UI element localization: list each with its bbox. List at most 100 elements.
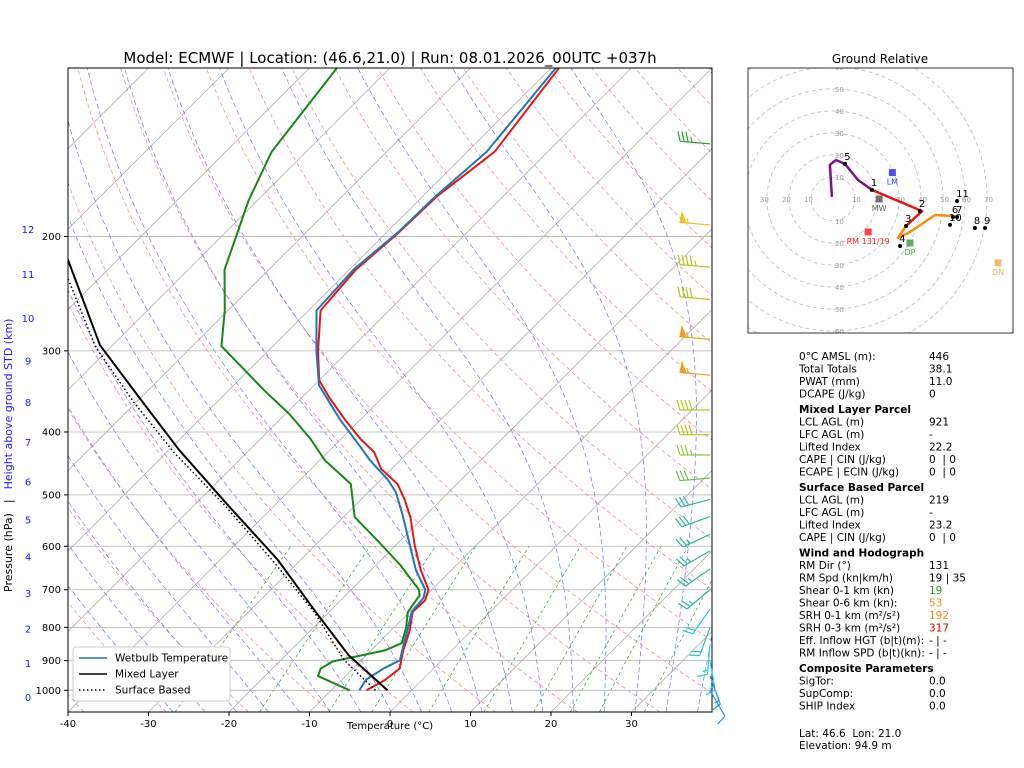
- chart-title: Model: ECMWF | Location: (46.6,21.0) | R…: [123, 49, 656, 68]
- hodograph-point-label: 11: [956, 189, 969, 200]
- dry-adiabat: [377, 68, 712, 441]
- parameter-value: 53: [929, 598, 942, 610]
- hodograph-line: [828, 158, 873, 198]
- hodograph-point-label: 3: [905, 214, 911, 225]
- parameter-value: 19 | 35: [929, 573, 966, 585]
- y-tick-label: 400: [42, 427, 61, 438]
- parameter-label: LCL AGL (m): [799, 417, 864, 429]
- parameter-label: 0°C AMSL (m):: [799, 351, 876, 363]
- wind-barb: [689, 627, 711, 657]
- wind-barb: [679, 210, 711, 226]
- section-heading: Mixed Layer Parcel: [799, 404, 911, 416]
- y2-axis-label: Height above ground STD (km): [2, 319, 15, 490]
- dry-adiabat: [68, 408, 331, 712]
- moist-adiabat: [570, 68, 697, 712]
- isotherm: [228, 228, 712, 712]
- wind-barb: [677, 589, 711, 610]
- height-tick-label: 9: [25, 357, 31, 368]
- hodograph: 1010101020202020303030304040404050505050…: [716, 68, 1004, 336]
- moist-adiabat: [697, 68, 712, 712]
- parameter-label: RM Dir (°): [799, 560, 851, 572]
- hodograph-marker-label: LM: [887, 178, 898, 187]
- wind-barb: [677, 130, 711, 145]
- parameter-label: CAPE | CIN (J/kg): [799, 454, 886, 466]
- profile-line: [317, 68, 560, 692]
- parameter-value: 23.2: [929, 520, 952, 532]
- parameter-label: PWAT (mm): [799, 376, 860, 388]
- parameter-value: 921: [929, 417, 949, 429]
- hodograph-point-label: 8: [974, 216, 980, 227]
- ring-label: 20: [835, 240, 844, 248]
- height-tick-label: 6: [25, 477, 31, 488]
- ring-label: 40: [918, 196, 927, 204]
- profile-line: [68, 276, 377, 691]
- hodograph-point-label: 9: [984, 216, 990, 227]
- legend-label: Wetbulb Temperature: [115, 653, 228, 665]
- mixing-ratio-line: [644, 579, 712, 712]
- ring-label: 60: [962, 196, 971, 204]
- parameter-value: 317: [929, 623, 949, 635]
- legend-box: [72, 646, 231, 702]
- parameter-label: DCAPE (J/kg): [799, 389, 865, 401]
- parameter-label: LCL AGL (m): [799, 495, 864, 507]
- parameter-label: SupComp:: [799, 688, 853, 700]
- ring-label: 50: [835, 86, 844, 94]
- parameter-label: Lifted Index: [799, 520, 861, 532]
- isotherm: [389, 389, 712, 712]
- parameter-label: Eff. Inflow HGT (b|t)(m):: [799, 635, 924, 647]
- parameter-value: 0 | 0: [929, 467, 956, 479]
- moist-adiabat: [68, 454, 269, 712]
- parameter-label: SRH 0-1 km (m²/s²): [799, 610, 900, 622]
- height-tick-label: 4: [25, 553, 31, 564]
- mixing-ratio-line: [428, 546, 530, 712]
- hodograph-marker-label: RM 131/19: [847, 237, 890, 246]
- ring-label: 20: [835, 152, 844, 160]
- wind-barb: [675, 550, 711, 567]
- legend-label: Mixed Layer: [115, 669, 179, 681]
- ring-label: 40: [738, 196, 747, 204]
- section-heading: Wind and Hodograph: [799, 548, 924, 560]
- hodograph-ring: [748, 110, 922, 288]
- wind-barb: [675, 470, 711, 482]
- parameter-value: - | -: [929, 635, 947, 647]
- hodograph-point-label: 5: [844, 152, 850, 163]
- hodograph-point: [955, 198, 960, 203]
- hodograph-ring: [748, 68, 988, 333]
- ring-label: 10: [835, 218, 844, 226]
- y-tick-label: 200: [42, 232, 61, 243]
- parameter-label: LFC AGL (m): [799, 429, 864, 441]
- ring-label: 60: [835, 328, 844, 336]
- y-tick-label: 700: [42, 585, 61, 596]
- parameter-label: RM Inflow SPD (b|t)(kn):: [799, 648, 925, 660]
- isotherm: [68, 68, 310, 311]
- moist-adiabat: [357, 68, 607, 712]
- hodograph-point: [950, 215, 955, 220]
- dry-adiabat: [1020, 68, 1024, 712]
- profile-line: [315, 68, 557, 691]
- hodograph-ring: [788, 154, 878, 244]
- y-tick-label: 300: [42, 346, 61, 357]
- height-tick-label: 11: [22, 270, 35, 281]
- parameter-label: SigTor:: [799, 676, 834, 688]
- y-tick-label: 500: [42, 490, 61, 501]
- parameter-label: ECAPE | ECIN (J/kg): [799, 467, 899, 479]
- ring-label: 30: [896, 196, 905, 204]
- parameter-label: SRH 0-3 km (m²/s²): [799, 623, 900, 635]
- hodograph-marker-label: MW: [872, 204, 887, 213]
- hodograph-marker: [875, 195, 883, 203]
- hodograph-point: [869, 187, 874, 192]
- ring-label: 50: [716, 196, 725, 204]
- y-tick-label: 1000: [36, 686, 61, 697]
- y-axis-label: Pressure (hPa) | Height above ground STD (…: [2, 319, 15, 592]
- wind-barb: [677, 286, 711, 301]
- hodograph-point-label: 4: [899, 234, 905, 245]
- isotherm: [68, 68, 632, 633]
- parameter-value: 219: [929, 495, 949, 507]
- wind-barb: [676, 424, 710, 436]
- wind-barb: [697, 644, 711, 678]
- dry-adiabat: [291, 68, 712, 540]
- wind-barb: [675, 533, 711, 548]
- isotherm: [68, 68, 230, 230]
- parameter-label: Shear 0-6 km (kn):: [799, 598, 897, 610]
- hodograph-point-label: 1: [871, 178, 877, 189]
